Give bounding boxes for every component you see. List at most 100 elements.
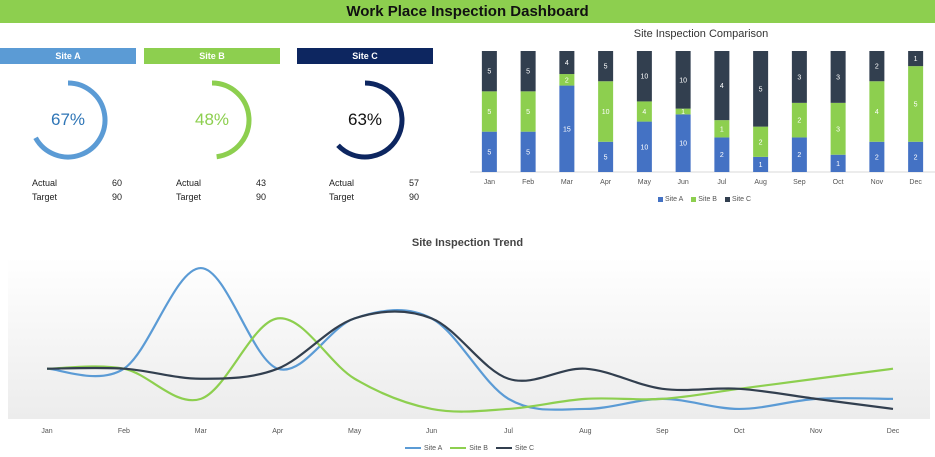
trend-chart-title: Site Inspection Trend	[411, 237, 524, 249]
bar-segment	[908, 141, 924, 172]
bar-data-label: 2	[875, 64, 879, 71]
bar-data-label: 5	[487, 149, 491, 156]
legend-item: Site A	[405, 445, 442, 452]
kpi-target-row: Target 90	[329, 192, 419, 206]
kpi-ring-arc	[211, 80, 252, 160]
kpi-target-label: Target	[32, 192, 58, 202]
bar-segment	[598, 81, 614, 142]
bar-data-label: 1	[914, 56, 918, 63]
kpi-card-site-a: Site A 67% Actual 60 Target 90	[0, 48, 136, 202]
bar-data-label: 10	[640, 144, 648, 151]
comparison-chart-title: Site Inspection Comparison	[633, 28, 769, 40]
kpi-target-label: Target	[176, 192, 202, 202]
bar-data-label: 4	[565, 60, 569, 67]
bar-data-label: 2	[797, 118, 801, 125]
legend-item: Site C	[724, 196, 752, 203]
bar-segment	[830, 51, 846, 103]
bar-data-label: 4	[720, 83, 724, 90]
kpi-ring-arc	[33, 80, 108, 160]
kpi-target-value: 90	[255, 192, 266, 202]
kpi-actual-value: 43	[255, 178, 266, 188]
x-tick-label: Dec	[909, 179, 922, 186]
bar-segment	[830, 102, 846, 155]
bar-data-label: 4	[875, 109, 879, 116]
kpi-actual-row: Actual 60	[32, 178, 122, 192]
bar-segment	[753, 156, 769, 172]
bar-segment	[598, 51, 614, 82]
kpi-target-value: 90	[408, 192, 419, 202]
x-tick-label: Dec	[887, 428, 900, 435]
kpi-header: Site A	[0, 48, 136, 64]
bar-data-label: 5	[487, 69, 491, 76]
x-tick-label: Aug	[579, 428, 592, 435]
x-tick-label: Jul	[717, 179, 726, 186]
x-tick-label: Jan	[41, 428, 52, 435]
x-tick-label: Nov	[810, 428, 823, 435]
kpi-actual-label: Actual	[329, 178, 355, 188]
kpi-target-value: 90	[111, 192, 122, 202]
x-tick-label: Feb	[118, 428, 130, 435]
bar-segment	[636, 101, 652, 122]
bar-data-label: 5	[604, 64, 608, 71]
bar-segment	[714, 137, 730, 172]
legend-label: Site B	[698, 196, 717, 203]
bar-segment	[520, 51, 536, 92]
kpi-percent: 63%	[347, 110, 383, 129]
bar-segment	[636, 121, 652, 172]
kpi-actual-row: Actual 57	[329, 178, 419, 192]
series-line	[46, 310, 894, 411]
legend-label: Site C	[731, 196, 752, 203]
bar-segment	[675, 114, 691, 172]
bar-segment	[598, 141, 614, 172]
bar-data-label: 5	[526, 149, 530, 156]
bar-data-label: 2	[565, 77, 569, 84]
bar-segment	[481, 131, 497, 172]
bar-data-label: 10	[679, 77, 687, 84]
bar-data-label: 2	[797, 152, 801, 159]
bar-data-label: 10	[602, 109, 610, 116]
legend-swatch	[405, 447, 421, 450]
legend-swatch	[658, 196, 663, 202]
bar-segment	[869, 141, 885, 172]
bar-data-label: 5	[526, 69, 530, 76]
bar-segment	[559, 85, 575, 172]
kpi-target-row: Target 90	[176, 192, 266, 206]
x-tick-label: Jul	[504, 428, 513, 435]
bar-segment	[636, 51, 652, 102]
kpi-card-site-b: Site B 48% Actual 43 Target 90	[144, 48, 280, 202]
bar-data-label: 2	[914, 154, 918, 161]
bar-segment	[791, 51, 807, 103]
x-tick-label: Oct	[734, 428, 745, 435]
bar-data-label: 3	[797, 74, 801, 81]
legend-item: Site A	[658, 196, 683, 203]
bar-data-label: 15	[563, 126, 571, 133]
legend-label: Site B	[469, 445, 488, 452]
bar-segment	[714, 120, 730, 138]
bar-segment	[753, 51, 769, 127]
x-tick-label: Apr	[272, 428, 284, 435]
x-tick-label: Nov	[871, 179, 884, 186]
legend-item: Site C	[495, 445, 534, 452]
kpi-actual-value: 57	[408, 178, 419, 188]
kpi-actual-label: Actual	[176, 178, 202, 188]
x-tick-label: Apr	[600, 179, 612, 186]
kpi-header: Site B	[144, 48, 280, 64]
bar-segment	[869, 81, 885, 142]
legend-swatch	[495, 447, 512, 450]
bar-segment	[675, 51, 691, 109]
bar-data-label: 5	[759, 86, 763, 93]
bar-segment	[791, 102, 807, 138]
bar-segment	[753, 126, 769, 157]
trend-legend: Site A Site B Site C	[405, 445, 542, 452]
x-tick-label: Mar	[195, 428, 208, 435]
bar-segment	[559, 51, 575, 75]
x-tick-label: Aug	[754, 179, 767, 186]
x-tick-label: Jun	[426, 428, 437, 435]
bar-segment	[520, 91, 536, 132]
legend-swatch	[691, 196, 697, 202]
kpi-header: Site C	[297, 48, 433, 64]
bar-data-label: 10	[640, 74, 648, 81]
x-tick-label: Jun	[677, 179, 688, 186]
x-tick-label: Oct	[833, 179, 844, 186]
bar-data-label: 4	[642, 109, 646, 116]
